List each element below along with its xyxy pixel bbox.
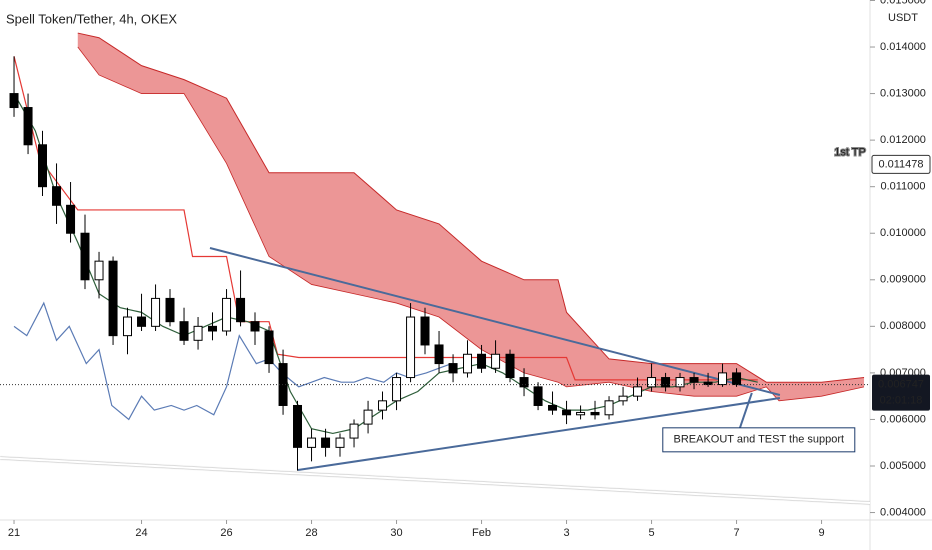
candle-body bbox=[264, 330, 274, 365]
cloud-edge bbox=[77, 32, 865, 383]
candle-body bbox=[406, 316, 416, 379]
candle-body bbox=[23, 107, 33, 146]
y-tick-label: 0.009000 bbox=[880, 274, 926, 286]
candle-body bbox=[165, 297, 175, 323]
candle-body bbox=[151, 297, 161, 327]
candle-body bbox=[250, 321, 260, 332]
candle-body bbox=[335, 437, 345, 448]
indicator-line bbox=[13, 301, 452, 421]
y-tick-label: 0.005000 bbox=[880, 460, 926, 472]
candle-body bbox=[718, 372, 728, 386]
candle-body bbox=[477, 353, 487, 369]
candle-body bbox=[505, 353, 515, 379]
candle-body bbox=[94, 260, 104, 281]
candle-body bbox=[661, 377, 671, 388]
x-tick-label: 24 bbox=[135, 527, 147, 539]
target-label: 0.011478 bbox=[878, 158, 923, 170]
candle-body bbox=[349, 423, 359, 439]
annotation-text: BREAKOUT and TEST the support bbox=[673, 434, 844, 446]
candle-body bbox=[562, 409, 572, 416]
annotation-box bbox=[662, 427, 856, 453]
candle-body bbox=[66, 204, 76, 234]
trendline bbox=[0, 456, 870, 505]
candle-body bbox=[533, 386, 543, 406]
candle-body bbox=[378, 400, 388, 411]
candle-body bbox=[463, 353, 473, 374]
cloud-edge bbox=[77, 46, 865, 402]
candle-body bbox=[434, 344, 444, 365]
candle-body bbox=[307, 437, 317, 448]
trendline bbox=[297, 397, 781, 471]
trendline bbox=[738, 392, 753, 429]
y-tick-label: 0.006000 bbox=[880, 413, 926, 425]
target-label-box bbox=[871, 154, 931, 174]
x-tick-label: 5 bbox=[648, 527, 654, 539]
x-tick-label: 7 bbox=[733, 527, 739, 539]
candle-body bbox=[52, 186, 62, 206]
chart-title: Spell Token/Tether, 4h, OKEX bbox=[6, 11, 177, 26]
y-tick-label: 0.012000 bbox=[880, 134, 926, 146]
candle-body bbox=[137, 316, 147, 327]
ichimoku-cloud bbox=[77, 33, 865, 401]
target-text: 1st TP bbox=[834, 146, 866, 158]
candle-body bbox=[647, 377, 657, 388]
x-tick-label: 30 bbox=[390, 527, 402, 539]
plot-area bbox=[0, 32, 870, 505]
candle-body bbox=[193, 325, 203, 341]
candle-body bbox=[618, 395, 628, 402]
trendline bbox=[209, 247, 781, 396]
candle-body bbox=[236, 297, 246, 323]
candle-body bbox=[448, 363, 458, 374]
last-price-label: 0.006747 bbox=[878, 379, 924, 391]
candle-body bbox=[179, 321, 189, 341]
y-tick-label: 0.010000 bbox=[880, 227, 926, 239]
y-tick-label: 0.013000 bbox=[880, 87, 926, 99]
candle-body bbox=[519, 377, 529, 388]
candle-body bbox=[80, 232, 90, 281]
indicator-line bbox=[13, 56, 758, 381]
last-price-box bbox=[872, 374, 930, 411]
candle-body bbox=[420, 316, 430, 346]
x-tick-label: 9 bbox=[818, 527, 824, 539]
candle-body bbox=[548, 404, 558, 411]
y-tick-label: 0.015000 bbox=[880, 0, 926, 6]
candle-body bbox=[491, 353, 501, 369]
x-tick-label: 26 bbox=[220, 527, 232, 539]
candle-body bbox=[9, 93, 19, 109]
candle-body bbox=[392, 377, 402, 402]
y-tick-label: 0.014000 bbox=[880, 41, 926, 53]
x-tick-label: 21 bbox=[8, 527, 20, 539]
candle-body bbox=[732, 372, 742, 386]
x-tick-label: 3 bbox=[563, 527, 569, 539]
x-tick-label: 28 bbox=[305, 527, 317, 539]
countdown: 02:01:18 bbox=[880, 395, 923, 407]
candle-body bbox=[123, 316, 133, 337]
candle-body bbox=[222, 297, 232, 332]
candle-body bbox=[108, 260, 118, 337]
candle-body bbox=[321, 437, 331, 448]
candle-body bbox=[633, 386, 643, 397]
candle-body bbox=[675, 377, 685, 388]
candle-body bbox=[576, 411, 586, 416]
y-tick-label: 0.004000 bbox=[880, 506, 926, 518]
y-tick-label: 0.008000 bbox=[880, 320, 926, 332]
candle-body bbox=[689, 377, 699, 383]
candle-body bbox=[38, 144, 48, 188]
x-tick-label: Feb bbox=[472, 527, 491, 539]
y-unit: USDT bbox=[888, 12, 918, 24]
candle-body bbox=[590, 411, 600, 416]
y-tick-label: 0.011000 bbox=[880, 181, 925, 193]
candle-body bbox=[604, 400, 614, 416]
candle-body bbox=[208, 325, 218, 332]
candle-body bbox=[293, 404, 303, 448]
candle-body bbox=[363, 409, 373, 425]
